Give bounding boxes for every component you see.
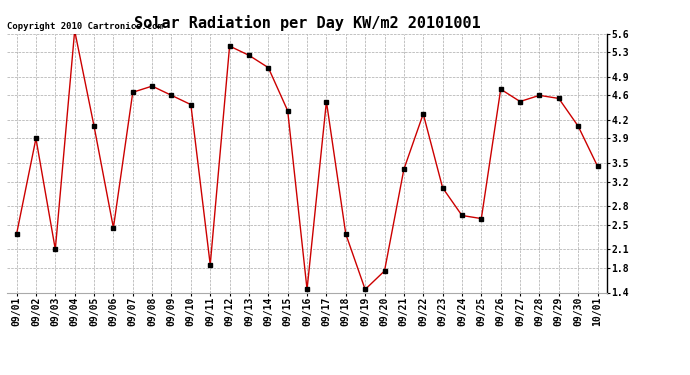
Text: Copyright 2010 Cartronics.com: Copyright 2010 Cartronics.com: [7, 22, 163, 31]
Title: Solar Radiation per Day KW/m2 20101001: Solar Radiation per Day KW/m2 20101001: [134, 15, 480, 31]
